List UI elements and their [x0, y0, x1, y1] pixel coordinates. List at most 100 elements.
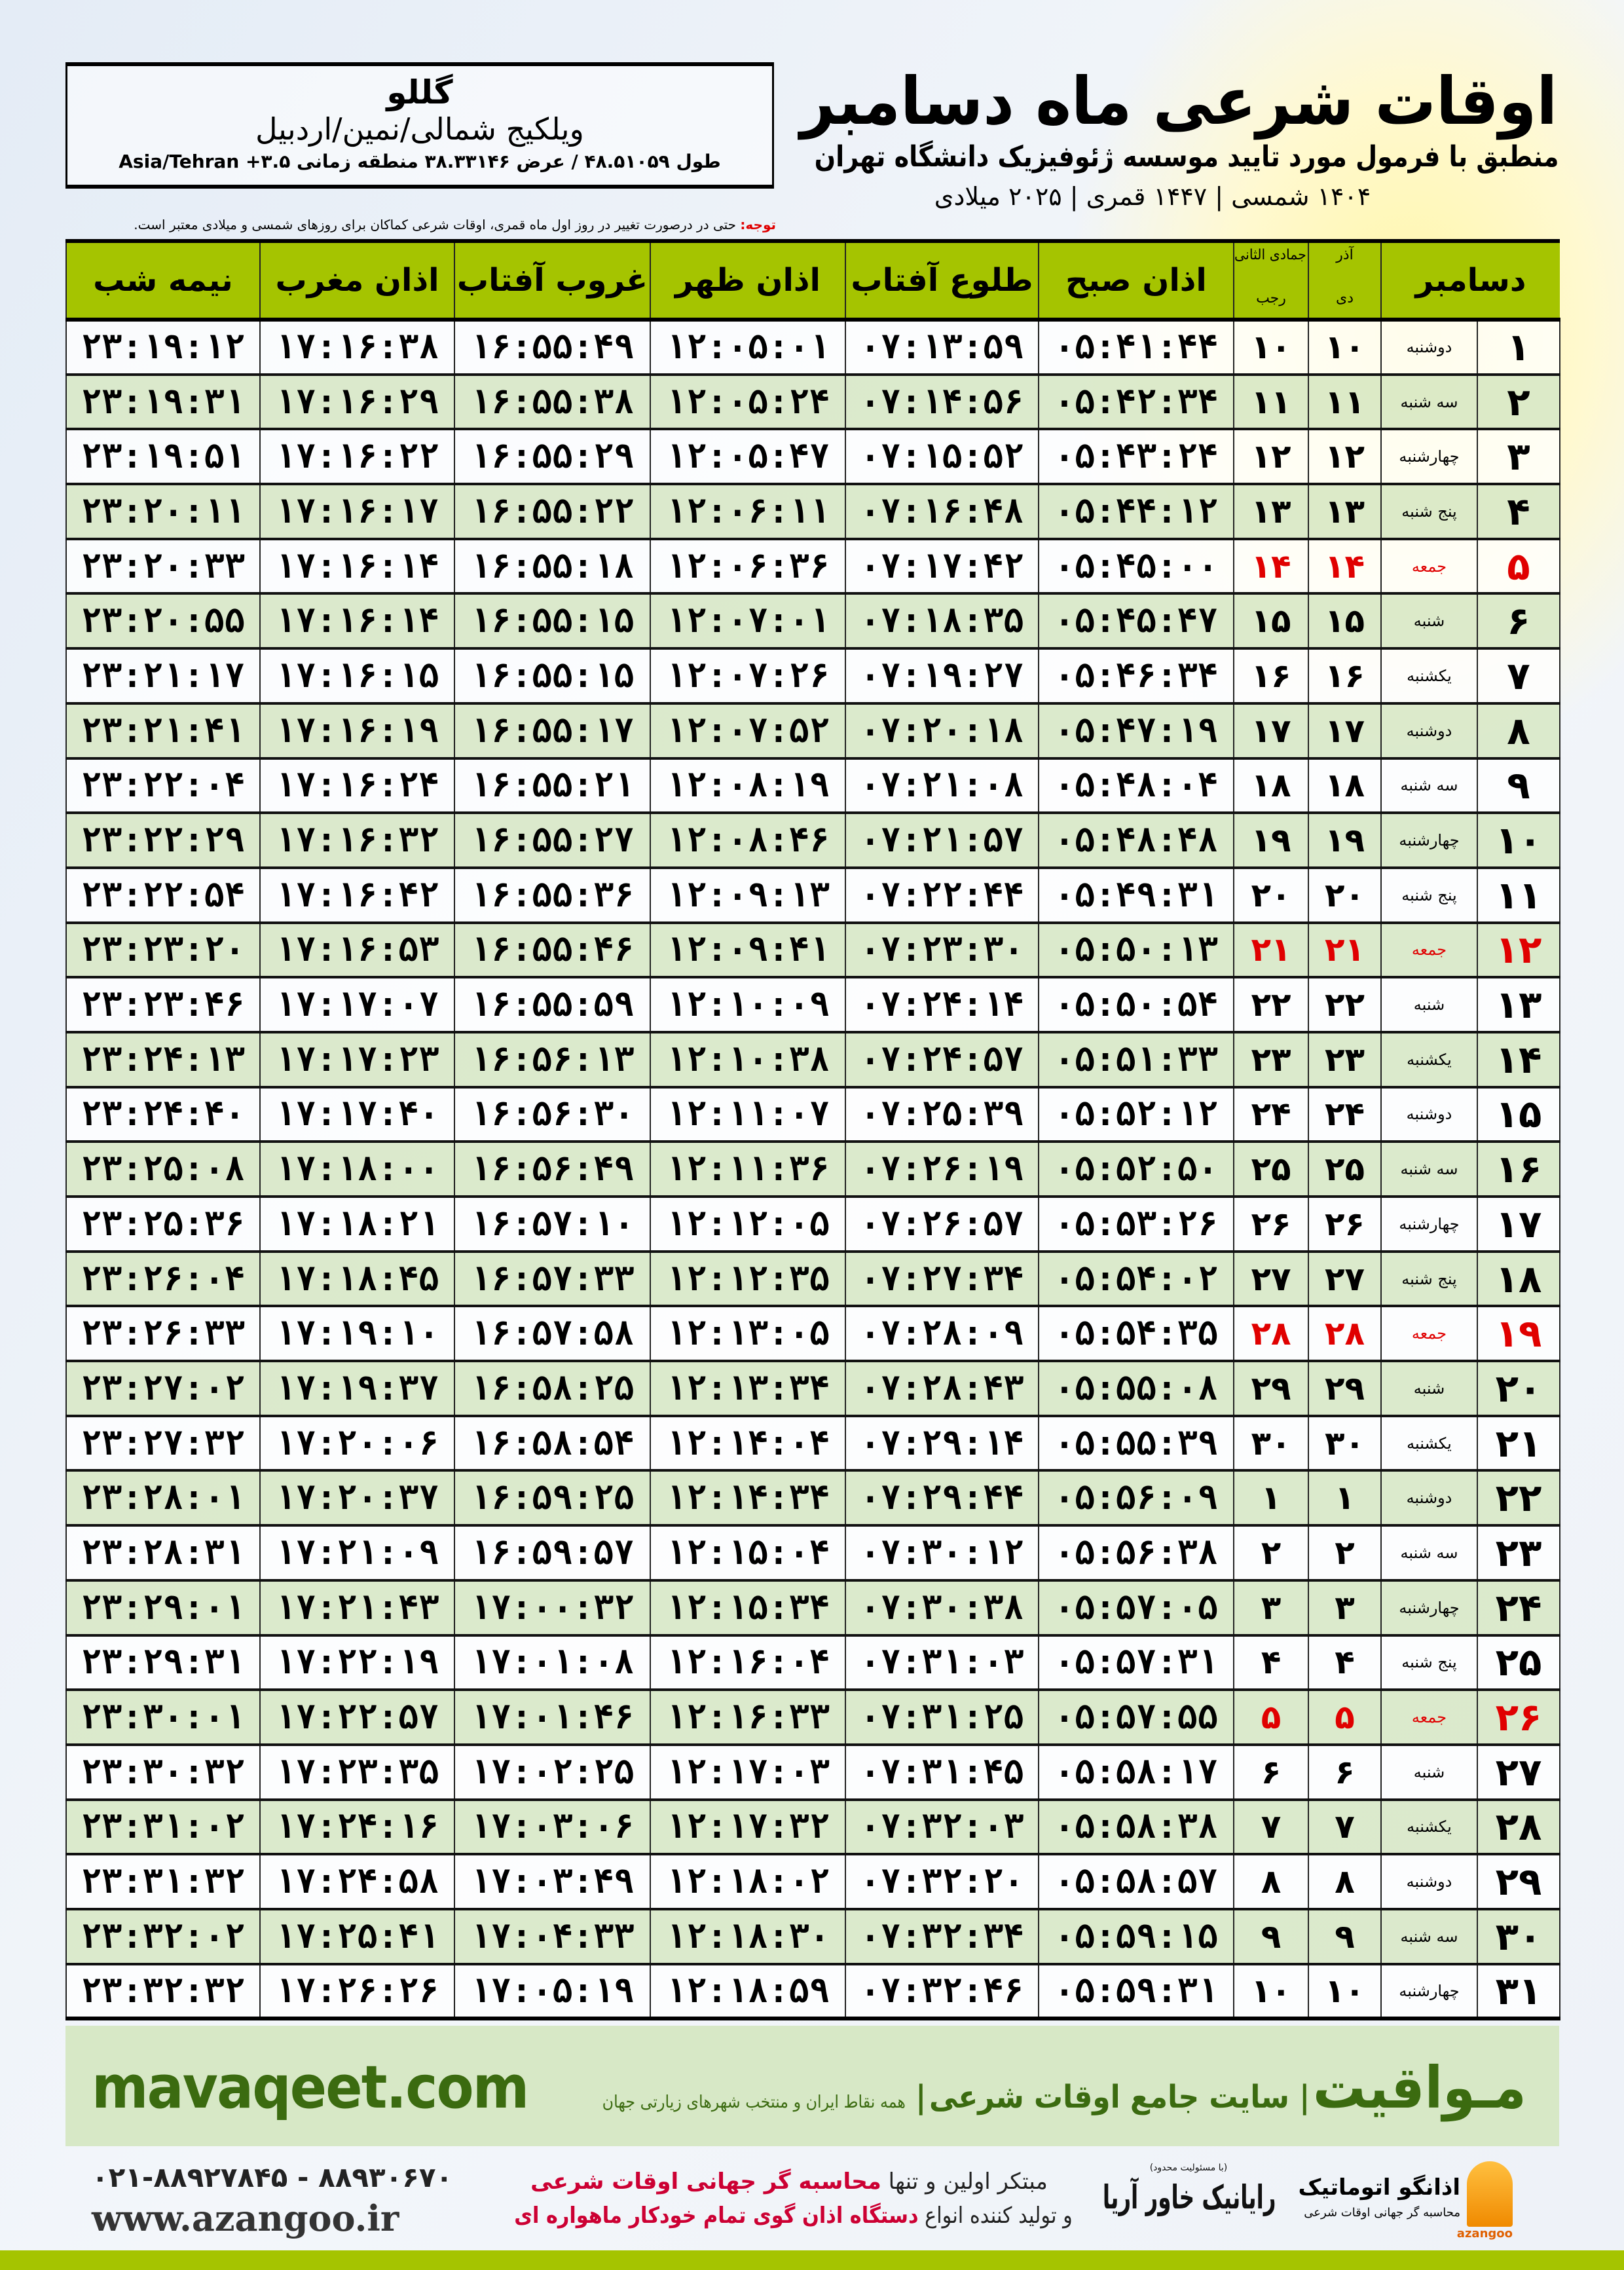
midnight-time: ۲۳:۲۳:۴۶: [65, 976, 261, 1033]
promo-line2-row: و تولید کننده انواع دستگاه اذان گوی تمام…: [513, 2199, 1074, 2233]
day-number: ۱: [1477, 318, 1560, 375]
fajr-time: ۰۵:۵۹:۱۵: [1038, 1907, 1234, 1965]
lunar-date: ۹: [1233, 1907, 1309, 1965]
table-row: ۱۵ دوشنبه ۲۴ ۲۴ ۰۵:۵۲:۱۲ ۰۷:۲۵:۳۹ ۱۲:۱۱:۰۷ ۱۶:۵…: [65, 1085, 1560, 1143]
sunrise-time: ۰۷:۱۳:۵۹: [845, 318, 1039, 375]
day-number: ۱۲: [1477, 921, 1560, 978]
sunrise-time: ۰۷:۲۶:۱۹: [845, 1140, 1039, 1197]
fajr-time: ۰۵:۴۷:۱۹: [1038, 701, 1234, 759]
midnight-time: ۲۳:۲۰:۵۵: [65, 592, 261, 650]
sunset-time: ۱۶:۵۶:۴۹: [454, 1140, 651, 1197]
maghrib-time: ۱۷:۱۷:۴۰: [259, 1085, 455, 1143]
day-number: ۷: [1477, 647, 1560, 704]
sunrise-time: ۰۷:۱۹:۲۷: [845, 647, 1039, 704]
weekday: سه شنبه: [1380, 1140, 1478, 1197]
maghrib-time: ۱۷:۱۹:۳۷: [259, 1360, 455, 1417]
fajr-time: ۰۵:۵۶:۰۹: [1038, 1469, 1234, 1527]
dey-date: ۸: [1308, 1853, 1382, 1910]
sunrise-time: ۰۷:۲۴:۵۷: [845, 1030, 1039, 1088]
table-row: ۳۱ چهارشنبه ۱۰ ۱۰ ۰۵:۵۹:۳۱ ۰۷:۳۲:۴۶ ۱۲:۱۸:۵۹ ۱۷…: [65, 1962, 1560, 2021]
lunar-date: ۱۶: [1233, 647, 1309, 704]
midnight-time: ۲۳:۳۱:۰۲: [65, 1798, 261, 1855]
azangoo-url[interactable]: www.azangoo.ir: [92, 2197, 399, 2239]
promo-line1-highlight: محاسبه گر جهانی اوقات شرعی: [530, 2168, 881, 2195]
dhuhr-time: ۱۲:۰۹:۱۳: [650, 866, 846, 923]
dey-date: ۷: [1308, 1798, 1382, 1855]
fajr-time: ۰۵:۴۹:۳۱: [1038, 866, 1234, 923]
maghrib-time: ۱۷:۱۷:۰۷: [259, 976, 455, 1033]
dey-date: ۹: [1308, 1907, 1382, 1965]
midnight-time: ۲۳:۲۴:۴۰: [65, 1085, 261, 1143]
midnight-time: ۲۳:۲۶:۳۳: [65, 1305, 261, 1362]
dey-date: ۴: [1308, 1633, 1382, 1691]
fajr-time: ۰۵:۵۰:۱۳: [1038, 921, 1234, 978]
fajr-time: ۰۵:۵۴:۰۲: [1038, 1250, 1234, 1307]
midnight-time: ۲۳:۲۹:۳۱: [65, 1633, 261, 1691]
dhuhr-time: ۱۲:۱۷:۳۲: [650, 1798, 846, 1855]
note-text: حتی در درصورت تغییر در روز اول ماه قمری،…: [134, 217, 741, 233]
sunset-time: ۱۶:۵۵:۱۵: [454, 647, 651, 704]
sunrise-time: ۰۷:۳۰:۱۲: [845, 1524, 1039, 1581]
weekday: دوشنبه: [1380, 318, 1478, 375]
dey-date: ۳۰: [1308, 1414, 1382, 1472]
page-title: اوقات شرعی ماه دسامبر: [800, 63, 1558, 140]
site-url[interactable]: mavaqeet.com: [92, 2053, 529, 2122]
col-midnight: نیمه شب: [65, 239, 260, 322]
dey-date: ۲۱: [1308, 921, 1382, 978]
midnight-time: ۲۳:۳۲:۳۲: [65, 1962, 261, 2021]
lunar-date: ۲: [1233, 1524, 1309, 1581]
fajr-time: ۰۵:۴۶:۳۴: [1038, 647, 1234, 704]
table-row: ۱۲ جمعه ۲۱ ۲۱ ۰۵:۵۰:۱۳ ۰۷:۲۳:۳۰ ۱۲:۰۹:۴۱ ۱۶:۵۵:…: [65, 921, 1560, 978]
day-number: ۳۱: [1477, 1962, 1560, 2021]
dhuhr-time: ۱۲:۰۶:۳۶: [650, 537, 846, 595]
mavaqeet-banner: mavaqeet.com مـواقیت | سایت جامع اوقات ش…: [65, 2026, 1559, 2146]
weekday: دوشنبه: [1380, 1469, 1478, 1527]
fajr-time: ۰۵:۴۵:۴۷: [1038, 592, 1234, 650]
day-number: ۱۱: [1477, 866, 1560, 923]
lunar-date: ۲۷: [1233, 1250, 1309, 1307]
sunrise-time: ۰۷:۳۲:۴۶: [845, 1962, 1039, 2021]
day-number: ۱۶: [1477, 1140, 1560, 1197]
table-row: ۱۱ پنج شنبه ۲۰ ۲۰ ۰۵:۴۹:۳۱ ۰۷:۲۲:۴۴ ۱۲:۰۹:۱۳ ۱۶…: [65, 866, 1560, 923]
sunrise-time: ۰۷:۲۷:۳۴: [845, 1250, 1039, 1307]
sunset-time: ۱۶:۵۵:۳۶: [454, 866, 651, 923]
sunrise-time: ۰۷:۲۳:۳۰: [845, 921, 1039, 978]
sunrise-time: ۰۷:۲۵:۳۹: [845, 1085, 1039, 1143]
sunset-time: ۱۶:۵۵:۱۵: [454, 592, 651, 650]
dey-date: ۱۳: [1308, 483, 1382, 540]
sunset-time: ۱۷:۰۴:۳۳: [454, 1907, 651, 1965]
weekday: پنج شنبه: [1380, 1250, 1478, 1307]
sunrise-time: ۰۷:۲۱:۰۸: [845, 756, 1039, 814]
maghrib-time: ۱۷:۱۶:۱۴: [259, 537, 455, 595]
lunar-date: ۵: [1233, 1688, 1309, 1745]
promo-line1-row: مبتکر اولین و تنها محاسبه گر جهانی اوقات…: [504, 2165, 1074, 2199]
table-row: ۷ یکشنبه ۱۶ ۱۶ ۰۵:۴۶:۳۴ ۰۷:۱۹:۲۷ ۱۲:۰۷:۲۶ ۱۶:۵۵…: [65, 647, 1560, 704]
col-lunar: جمادی الثانی رجب: [1233, 239, 1308, 322]
midnight-time: ۲۳:۱۹:۳۱: [65, 373, 261, 430]
table-row: ۲۸ یکشنبه ۷ ۷ ۰۵:۵۸:۳۸ ۰۷:۳۲:۰۳ ۱۲:۱۷:۳۲ ۱۷:۰۳:…: [65, 1798, 1560, 1855]
sunset-time: ۱۶:۵۷:۵۸: [454, 1305, 651, 1362]
dey-date: ۱۰: [1308, 318, 1382, 375]
dhuhr-time: ۱۲:۰۵:۴۷: [650, 428, 846, 485]
city-name: گللو: [386, 73, 453, 111]
midnight-time: ۲۳:۲۲:۵۴: [65, 866, 261, 923]
dhuhr-time: ۱۲:۰۸:۴۶: [650, 811, 846, 868]
dey-date: ۱۷: [1308, 701, 1382, 759]
weekday: شنبه: [1380, 1360, 1478, 1417]
midnight-time: ۲۳:۲۲:۲۹: [65, 811, 261, 868]
sunrise-time: ۰۷:۳۲:۲۰: [845, 1853, 1039, 1910]
dhuhr-time: ۱۲:۱۳:۰۵: [650, 1305, 846, 1362]
weekday: یکشنبه: [1380, 1798, 1478, 1855]
dhuhr-time: ۱۲:۱۶:۰۴: [650, 1633, 846, 1691]
weekday: پنج شنبه: [1380, 866, 1478, 923]
dey-date: ۲۸: [1308, 1305, 1382, 1362]
maghrib-time: ۱۷:۱۸:۲۱: [259, 1195, 455, 1252]
banner-text: مـواقیت | سایت جامع اوقات شرعی | همه نقا…: [602, 2054, 1526, 2121]
note: توجه: حتی در درصورت تغییر در روز اول ماه…: [26, 215, 776, 234]
coordinates: طول ۴۸.۵۱۰۵۹ / عرض ۳۸.۳۳۱۴۶ منطقه زمانی …: [119, 151, 721, 172]
maghrib-time: ۱۷:۲۴:۵۸: [259, 1853, 455, 1910]
day-number: ۳: [1477, 428, 1560, 485]
sunset-time: ۱۶:۵۵:۲۷: [454, 811, 651, 868]
midnight-time: ۲۳:۳۰:۰۱: [65, 1688, 261, 1745]
fajr-time: ۰۵:۵۲:۱۲: [1038, 1085, 1234, 1143]
